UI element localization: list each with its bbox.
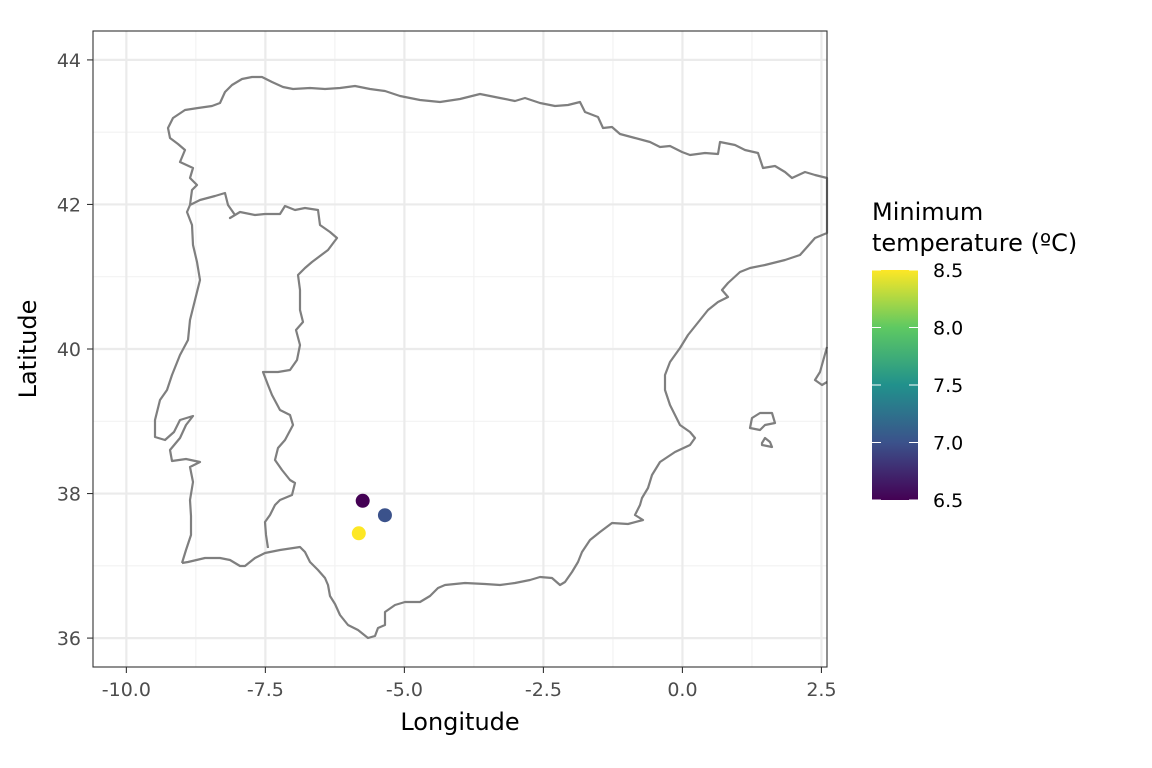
x-tick-label: 0.0 [667,679,697,701]
y-tick-label: 44 [57,50,81,72]
data-point [351,526,366,541]
ibiza-outline [760,436,774,449]
legend-tick-label: 8.5 [933,260,963,282]
x-tick-label: -2.5 [525,679,562,701]
mallorca-outline [748,411,777,432]
data-point [355,493,370,508]
x-axis-title: Longitude [400,708,519,736]
legend-ticks: 6.5 7.0 7.5 8.0 8.5 [872,260,963,512]
y-tick-label: 38 [57,484,81,506]
legend-title-line-1: Minimum [872,198,983,226]
iberian-peninsula-outline [153,75,829,640]
grid-lines [93,31,827,667]
legend-tick-label: 6.5 [933,490,963,512]
color-legend: Minimum temperature (ºC) 6.5 7.0 7.5 8.0 8.5 [872,198,1077,512]
basemap [153,75,829,640]
legend-tick-label: 7.0 [933,433,963,455]
legend-tick-label: 8.0 [933,318,963,340]
y-tick-label: 36 [57,628,81,650]
y-axis: 36 38 40 42 44 [57,50,93,650]
x-tick-label: -5.0 [386,679,423,701]
x-tick-label: 2.5 [806,679,836,701]
x-tick-label: -7.5 [247,679,284,701]
y-axis-title: Latitude [14,300,42,399]
data-points [351,493,392,541]
y-tick-label: 40 [57,339,81,361]
data-point [377,508,392,523]
legend-title-line-2: temperature (ºC) [872,229,1077,257]
y-tick-label: 42 [57,194,81,216]
legend-tick-label: 7.5 [933,375,963,397]
x-tick-label: -10.0 [102,679,151,701]
x-axis: -10.0 -7.5 -5.0 -2.5 0.0 2.5 [102,667,837,701]
